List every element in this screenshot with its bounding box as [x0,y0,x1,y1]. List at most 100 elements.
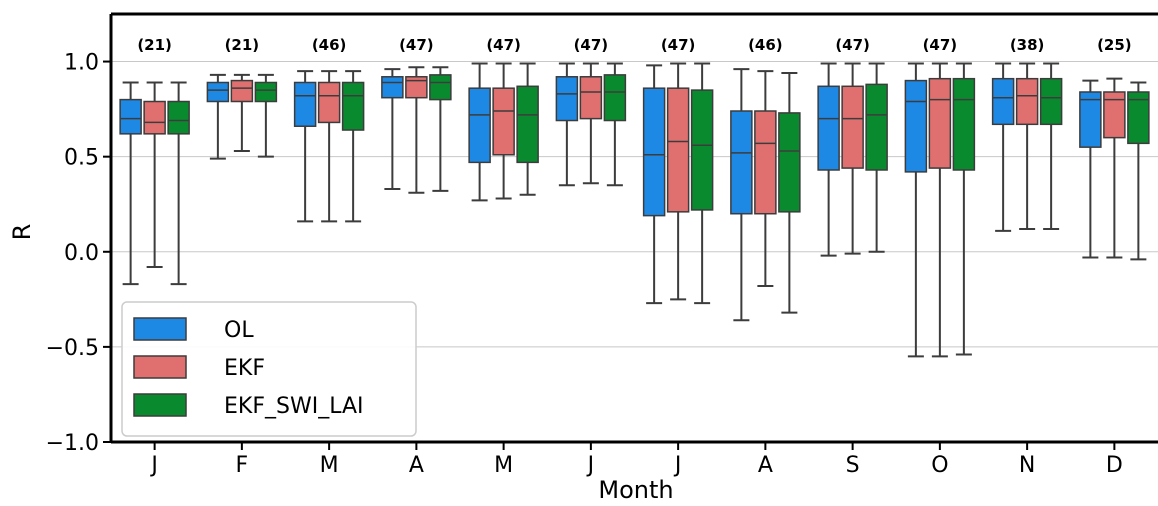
box-ekf_swi_lai-11 [1039,62,1063,230]
y-tick-label: 1.0 [64,51,99,76]
box-iqr [1079,91,1102,148]
box-iqr [119,98,142,135]
box-ekf_swi_lai-8 [778,71,801,314]
box-iqr [642,87,666,217]
box-ekf_swi_lai-3 [341,70,365,223]
y-tick-label: 0.5 [64,146,99,171]
box-ekf-11 [1015,62,1039,230]
box-iqr [1039,77,1063,126]
box-iqr [817,85,840,171]
y-tick-label: 0.0 [64,241,99,266]
box-ekf_swi_lai-5 [516,62,539,196]
legend-item-ekf: EKF [133,355,265,381]
box-ol-4 [381,68,404,191]
box-iqr [492,87,515,156]
box-ekf-2 [230,73,254,152]
legend-label: EKF [224,356,265,381]
box-ekf-1 [143,81,166,268]
box-iqr [143,100,166,135]
box-iqr [230,79,254,103]
box-ol-8 [730,68,753,322]
x-axis-label: Month [598,476,673,502]
box-ol-12 [1079,79,1102,259]
box-ol-5 [468,62,491,202]
count-annotation: (47) [399,36,434,54]
legend-swatch [133,393,187,417]
box-ekf-7 [666,62,690,301]
legend-frame [121,301,417,437]
box-ekf-6 [579,62,603,185]
count-annotation: (21) [137,36,172,54]
box-ekf-3 [317,70,341,223]
x-tick-label: O [931,453,948,478]
box-iqr [865,83,888,171]
legend: OL EKF EKF_SWI_LAI [121,301,417,437]
box-iqr [317,81,341,124]
x-tick-label: D [1106,453,1123,478]
box-ekf-9 [841,62,864,255]
x-tick-label: J [586,453,595,478]
box-iqr [730,110,753,215]
legend-label: OL [224,318,254,343]
box-ekf-8 [754,70,777,288]
count-annotation: (47) [661,36,696,54]
box-ekf_swi_lai-12 [1127,81,1150,261]
box-ekf_swi_lai-7 [690,62,714,305]
x-tick-label: A [409,453,424,478]
box-ekf-12 [1103,77,1126,259]
x-tick-label: M [494,453,513,478]
box-iqr [754,110,777,215]
box-iqr [928,77,952,169]
box-iqr [666,87,690,213]
box-iqr [1015,77,1039,126]
box-ekf_swi_lai-10 [952,62,976,356]
legend-swatch [133,355,187,379]
box-iqr [468,87,491,164]
box-iqr [904,79,928,173]
box-ekf_swi_lai-6 [603,62,627,187]
legend-item-ekf_swi_lai: EKF_SWI_LAI [133,393,364,419]
legend-item-ol: OL [133,317,254,343]
box-iqr [555,76,579,122]
count-annotation: (46) [748,36,783,54]
box-ekf_swi_lai-9 [865,62,888,253]
box-iqr [516,85,539,164]
y-axis-label: R [8,224,36,241]
box-ekf_swi_lai-1 [167,81,190,286]
box-layer [119,62,1150,358]
axis-layer: 1.0 0.5 0.0 −0.5 −1.0 J F M A M J J A S O N D [46,12,1158,478]
x-tick-label: M [320,453,339,478]
box-iqr [341,81,365,131]
box-iqr [429,74,452,101]
count-annotation: (38) [1010,36,1045,54]
box-iqr [603,74,627,122]
box-ol-11 [991,62,1015,232]
x-tick-label: J [149,453,158,478]
box-ol-7 [642,64,666,305]
box-ol-9 [817,62,840,257]
box-iqr [381,76,404,99]
legend-label: EKF_SWI_LAI [224,394,364,419]
box-ol-2 [206,73,230,160]
box-ol-1 [119,81,142,286]
box-ekf-10 [928,62,952,358]
box-ol-10 [904,62,928,358]
x-tick-label: A [758,453,773,478]
box-iqr [952,77,976,171]
box-iqr [167,100,190,135]
legend-swatch [133,317,187,341]
box-ekf-4 [405,66,428,194]
box-iqr [405,76,428,99]
y-tick-label: −1.0 [46,431,99,456]
count-annotation: (47) [486,36,521,54]
y-tick-label: −0.5 [46,336,99,361]
box-iqr [293,81,317,127]
box-iqr [254,81,278,103]
x-tick-label: N [1019,453,1035,478]
count-annotation: (47) [574,36,609,54]
box-ol-6 [555,62,579,187]
box-ekf_swi_lai-4 [429,66,452,192]
count-annotation: (46) [312,36,347,54]
